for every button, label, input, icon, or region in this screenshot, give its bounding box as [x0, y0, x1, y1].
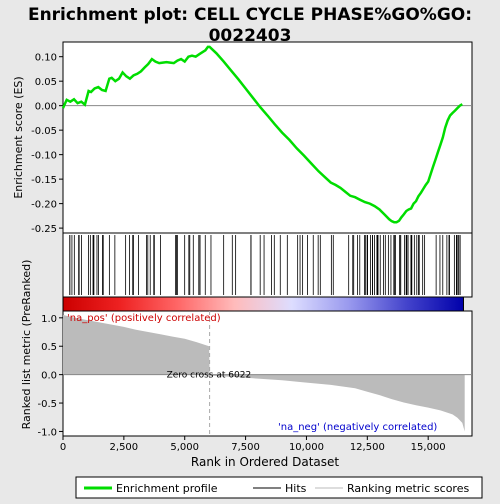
- x-tick-label: 2,500: [110, 442, 139, 453]
- es-y-tick-label: 0.05: [35, 77, 57, 88]
- metric-panel: -1.0 -0.5 0.0 0.5 1.0 'na_pos' (positively c…: [20, 260, 473, 438]
- es-y-tick-label: 0.00: [35, 102, 57, 113]
- x-tick-label: 0: [60, 442, 66, 453]
- negative-correlation-label: 'na_neg' (negatively correlated): [278, 422, 437, 433]
- es-y-tick-label: -0.20: [31, 200, 57, 211]
- x-tick-label: 15,000: [411, 442, 446, 453]
- es-panel: -0.25 -0.20 -0.15 -0.10 -0.05 0.00 0.05 0.10 En…: [12, 41, 473, 235]
- gradient-bar: [62, 296, 464, 312]
- metric-y-tick-label: 0.5: [41, 342, 57, 353]
- es-plot-frame: [62, 41, 473, 234]
- x-tick-label: 7,500: [231, 442, 260, 453]
- x-tick-label: 5,000: [170, 442, 199, 453]
- es-y-tick-label: -0.15: [31, 175, 57, 186]
- metric-y-axis: -1.0 -0.5 0.0 0.5 1.0: [37, 314, 63, 438]
- es-y-tick-label: 0.10: [35, 53, 57, 64]
- x-axis: 0 2,500 5,000 7,500 10,000 12,500 15,000: [60, 436, 446, 453]
- positive-correlation-label: 'na_pos' (positively correlated): [67, 313, 221, 324]
- x-tick-label: 10,000: [289, 442, 324, 453]
- legend-label: Hits: [285, 482, 307, 495]
- legend: Enrichment profile Hits Ranking metric sco…: [75, 476, 483, 499]
- metric-y-tick-label: -0.5: [37, 399, 57, 410]
- x-tick-label: 12,500: [350, 442, 385, 453]
- metric-y-tick-label: 1.0: [41, 314, 57, 325]
- es-y-axis: -0.25 -0.20 -0.15 -0.10 -0.05 0.00 0.05 0.10: [31, 53, 63, 235]
- metric-y-tick-label: -1.0: [37, 427, 57, 438]
- legend-entries: Enrichment profile Hits Ranking metric sco…: [84, 482, 469, 495]
- metric-y-axis-label: Ranked list metric (PreRanked): [20, 260, 33, 430]
- enrichment-profile-line: [61, 45, 463, 224]
- hits-panel: [62, 232, 473, 298]
- es-y-tick-label: -0.10: [31, 151, 57, 162]
- zero-cross-label: Zero cross at 6022: [167, 371, 252, 381]
- ranked-list-color-bar: [62, 296, 464, 312]
- es-y-axis-label: Enrichment score (ES): [12, 76, 25, 198]
- ranking-metric-area: [63, 315, 465, 432]
- es-y-tick-label: -0.05: [31, 126, 57, 137]
- metric-y-tick-label: 0.0: [41, 371, 57, 382]
- hits-frame: [62, 232, 473, 298]
- hit-lines: [69, 235, 461, 295]
- legend-label: Enrichment profile: [116, 482, 218, 495]
- legend-label: Ranking metric scores: [347, 482, 469, 495]
- x-axis-label: Rank in Ordered Dataset: [191, 455, 339, 469]
- chart-title: Enrichment plot: CELL CYCLE PHASE%GO%GO:…: [28, 5, 472, 46]
- es-y-tick-label: -0.25: [31, 224, 57, 235]
